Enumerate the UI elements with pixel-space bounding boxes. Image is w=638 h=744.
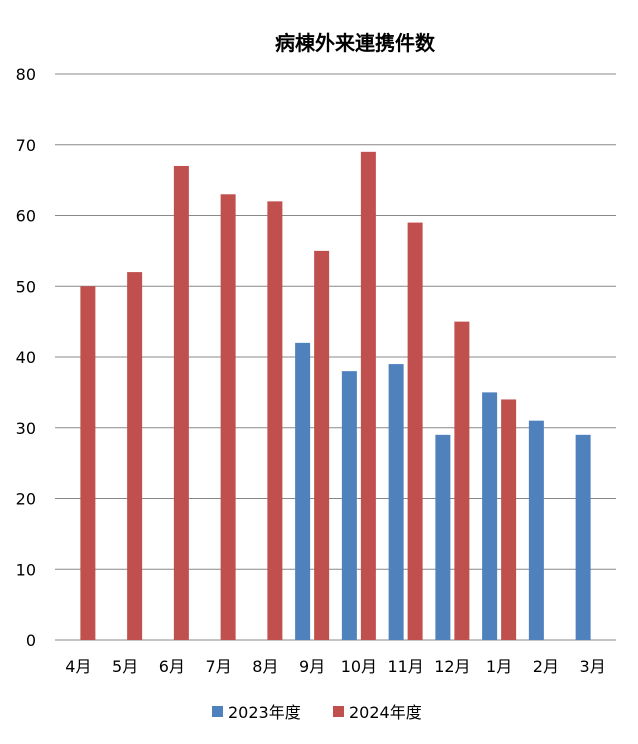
y-tick-label: 10 <box>16 560 36 579</box>
legend-label: 2024年度 <box>349 703 422 722</box>
y-tick-label: 50 <box>16 277 36 296</box>
chart-title: 病棟外来連携件数 <box>275 31 436 55</box>
x-tick-label: 2月 <box>533 657 559 676</box>
bar-2023年度-9月 <box>295 342 311 640</box>
x-tick-label: 8月 <box>252 657 278 676</box>
x-tick-label: 1月 <box>486 657 512 676</box>
x-tick-label: 4月 <box>65 657 91 676</box>
bar-2024年度-7月 <box>220 194 236 640</box>
bar-2023年度-2月 <box>528 420 544 640</box>
y-tick-label: 30 <box>16 419 36 438</box>
bar-2023年度-12月 <box>435 434 451 640</box>
bar-2024年度-6月 <box>173 165 189 640</box>
bar-2023年度-1月 <box>482 392 498 640</box>
legend-label: 2023年度 <box>228 703 301 722</box>
bar-2023年度-3月 <box>575 434 591 640</box>
y-tick-label: 80 <box>16 65 36 84</box>
bar-2023年度-11月 <box>388 364 404 640</box>
x-tick-label: 6月 <box>159 657 185 676</box>
y-tick-label: 0 <box>26 631 36 650</box>
y-tick-label: 20 <box>16 490 36 509</box>
bar-2024年度-4月 <box>80 286 96 640</box>
bar-2024年度-12月 <box>454 321 470 640</box>
y-tick-label: 70 <box>16 136 36 155</box>
legend-swatch <box>333 706 344 717</box>
x-tick-label: 12月 <box>434 657 470 676</box>
bar-2024年度-9月 <box>314 250 330 640</box>
x-tick-label: 10月 <box>341 657 377 676</box>
x-tick-label: 9月 <box>299 657 325 676</box>
bar-2024年度-10月 <box>360 151 376 640</box>
x-tick-label: 3月 <box>580 657 606 676</box>
y-tick-label: 60 <box>16 207 36 226</box>
y-tick-label: 40 <box>16 348 36 367</box>
legend-swatch <box>212 706 223 717</box>
x-tick-label: 7月 <box>206 657 232 676</box>
bar-2024年度-1月 <box>501 399 517 640</box>
bar-2024年度-8月 <box>267 201 283 640</box>
x-tick-label: 5月 <box>112 657 138 676</box>
x-tick-label: 11月 <box>387 657 423 676</box>
bar-2023年度-10月 <box>341 371 357 640</box>
bar-2024年度-11月 <box>407 222 423 640</box>
bar-2024年度-5月 <box>127 272 143 640</box>
